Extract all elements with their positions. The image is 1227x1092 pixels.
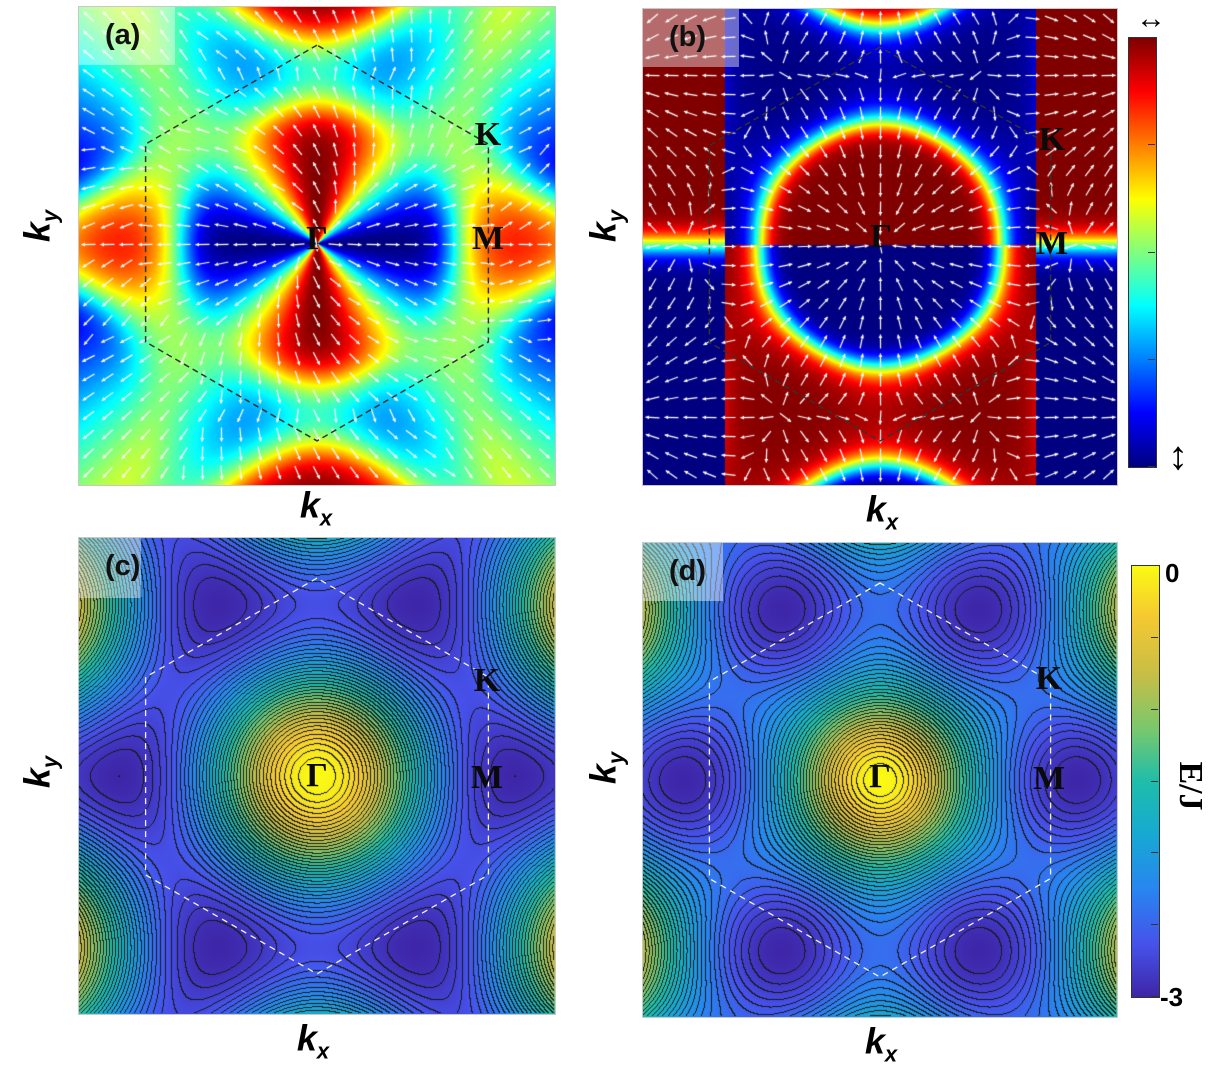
ky-axis-label-c: ky bbox=[16, 755, 63, 789]
colorbar-tick bbox=[1151, 565, 1158, 566]
brillouin-zone-overlay-a bbox=[144, 44, 490, 442]
colorbar-tick bbox=[1148, 358, 1155, 360]
gamma-point-label-c: Γ bbox=[306, 757, 328, 794]
colorbar-tick bbox=[1151, 924, 1158, 926]
colorbar-tick bbox=[1151, 708, 1158, 710]
brillouin-zone-overlay-d bbox=[708, 582, 1052, 978]
kx-axis-label-a: kx bbox=[299, 484, 333, 531]
gamma-point-label-b: Γ bbox=[870, 218, 892, 255]
spin-texture-map-b bbox=[643, 9, 1117, 485]
colorbar-tick bbox=[1148, 37, 1155, 38]
parula-colorbar-gradient bbox=[1132, 566, 1159, 997]
k-point-label-a: K bbox=[474, 116, 502, 153]
colorbar-tick bbox=[1151, 996, 1158, 997]
colorbar-tick bbox=[1151, 636, 1158, 638]
energy-colorbar-ticks bbox=[1131, 565, 1158, 997]
panel-b: (b) Γ K M bbox=[642, 8, 1118, 486]
colorbar-tick bbox=[1148, 144, 1155, 146]
ky-axis-label-b: ky bbox=[582, 209, 629, 243]
energy-axis-title: E/J bbox=[1172, 761, 1209, 811]
m-point-label-a: M bbox=[471, 220, 505, 257]
m-point-label-b: M bbox=[1035, 225, 1069, 262]
brillouin-zone-boundary bbox=[708, 582, 1052, 978]
energy-contour-map-c bbox=[79, 538, 555, 1014]
colorbar-tick bbox=[1148, 251, 1155, 253]
kx-axis-label-c: kx bbox=[296, 1017, 330, 1064]
k-point-label-b: K bbox=[1038, 121, 1066, 158]
m-point-label-c: M bbox=[470, 759, 504, 796]
k-point-label-d: K bbox=[1035, 660, 1063, 697]
kx-axis-label-b: kx bbox=[865, 488, 899, 535]
panel-label-b: (b) bbox=[643, 9, 739, 67]
panel-label-a: (a) bbox=[79, 7, 175, 65]
colorbar-tick bbox=[1151, 852, 1158, 854]
spin-texture-map-a bbox=[79, 7, 555, 485]
panel-a: (a) Γ K M bbox=[78, 6, 556, 486]
vertical-arrow-icon: ↕ bbox=[1168, 434, 1188, 478]
colorbar-tick bbox=[1151, 780, 1158, 782]
energy-colorbar bbox=[1131, 565, 1160, 998]
gamma-point-label-a: Γ bbox=[306, 220, 328, 257]
brillouin-zone-overlay-b bbox=[708, 46, 1052, 442]
k-point-label-c: K bbox=[473, 662, 501, 699]
brillouin-zone-boundary bbox=[708, 46, 1052, 442]
brillouin-zone-boundary bbox=[144, 44, 490, 442]
panel-label-d: (d) bbox=[643, 543, 723, 601]
m-point-label-d: M bbox=[1032, 760, 1066, 797]
panel-d: (d) Γ K M bbox=[642, 542, 1118, 1018]
spin-angle-colorbar-ticks bbox=[1128, 37, 1155, 467]
kx-axis-label-d: kx bbox=[864, 1020, 898, 1067]
energy-min-label: -3 bbox=[1160, 982, 1184, 1012]
ky-axis-label-a: ky bbox=[16, 209, 63, 243]
energy-contour-map-d bbox=[643, 543, 1117, 1017]
spin-angle-colorbar bbox=[1128, 37, 1157, 468]
energy-max-label: 0 bbox=[1165, 558, 1180, 588]
colorbar-tick bbox=[1148, 466, 1155, 467]
ky-axis-label-d: ky bbox=[582, 751, 629, 785]
panel-label-c: (c) bbox=[79, 538, 141, 598]
jet-colorbar-gradient bbox=[1129, 38, 1156, 467]
panel-c: (c) Γ K M bbox=[78, 537, 556, 1015]
gamma-point-label-d: Γ bbox=[869, 758, 891, 795]
horizontal-arrow-icon: ↔ bbox=[1136, 2, 1166, 35]
